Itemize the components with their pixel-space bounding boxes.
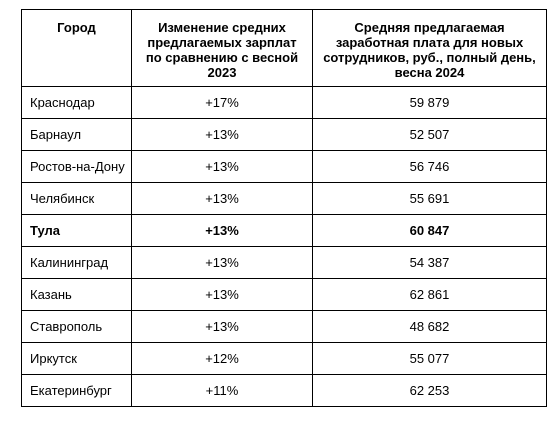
table-row: Барнаул +13% 52 507 [21, 118, 547, 151]
table-row: Казань +13% 62 861 [21, 278, 547, 311]
table-row-highlighted: Тула +13% 60 847 [21, 214, 547, 247]
cell-salary: 55 077 [312, 342, 547, 375]
cell-change: +13% [131, 150, 313, 183]
cell-salary: 52 507 [312, 118, 547, 151]
table-row: Ставрополь +13% 48 682 [21, 310, 547, 343]
cell-city: Ставрополь [21, 310, 132, 343]
header-city: Город [21, 9, 132, 87]
salary-table-container: Город Изменение средних предлагаемых зар… [21, 9, 547, 407]
cell-city: Казань [21, 278, 132, 311]
table-row: Екатеринбург +11% 62 253 [21, 374, 547, 407]
cell-salary: 54 387 [312, 246, 547, 279]
cell-city: Барнаул [21, 118, 132, 151]
cell-salary: 62 253 [312, 374, 547, 407]
table-header-row: Город Изменение средних предлагаемых зар… [21, 9, 547, 87]
cell-city: Краснодар [21, 86, 132, 119]
table-row: Ростов-на-Дону +13% 56 746 [21, 150, 547, 183]
cell-city: Челябинск [21, 182, 132, 215]
cell-city: Екатеринбург [21, 374, 132, 407]
cell-city: Тула [21, 214, 132, 247]
salary-table: Город Изменение средних предлагаемых зар… [21, 9, 547, 407]
table-row: Иркутск +12% 55 077 [21, 342, 547, 375]
cell-change: +13% [131, 118, 313, 151]
cell-change: +13% [131, 278, 313, 311]
header-change: Изменение средних предлагаемых зарплат п… [131, 9, 313, 87]
cell-change: +12% [131, 342, 313, 375]
cell-salary: 55 691 [312, 182, 547, 215]
cell-change: +17% [131, 86, 313, 119]
cell-city: Калининград [21, 246, 132, 279]
cell-change: +11% [131, 374, 313, 407]
cell-change: +13% [131, 246, 313, 279]
cell-salary: 48 682 [312, 310, 547, 343]
table-row: Калининград +13% 54 387 [21, 246, 547, 279]
cell-change: +13% [131, 214, 313, 247]
cell-salary: 56 746 [312, 150, 547, 183]
table-row: Челябинск +13% 55 691 [21, 182, 547, 215]
cell-salary: 62 861 [312, 278, 547, 311]
cell-change: +13% [131, 182, 313, 215]
cell-city: Иркутск [21, 342, 132, 375]
cell-change: +13% [131, 310, 313, 343]
cell-salary: 60 847 [312, 214, 547, 247]
table-row: Краснодар +17% 59 879 [21, 86, 547, 119]
header-salary: Средняя предлагаемая заработная плата дл… [312, 9, 547, 87]
cell-salary: 59 879 [312, 86, 547, 119]
cell-city: Ростов-на-Дону [21, 150, 132, 183]
